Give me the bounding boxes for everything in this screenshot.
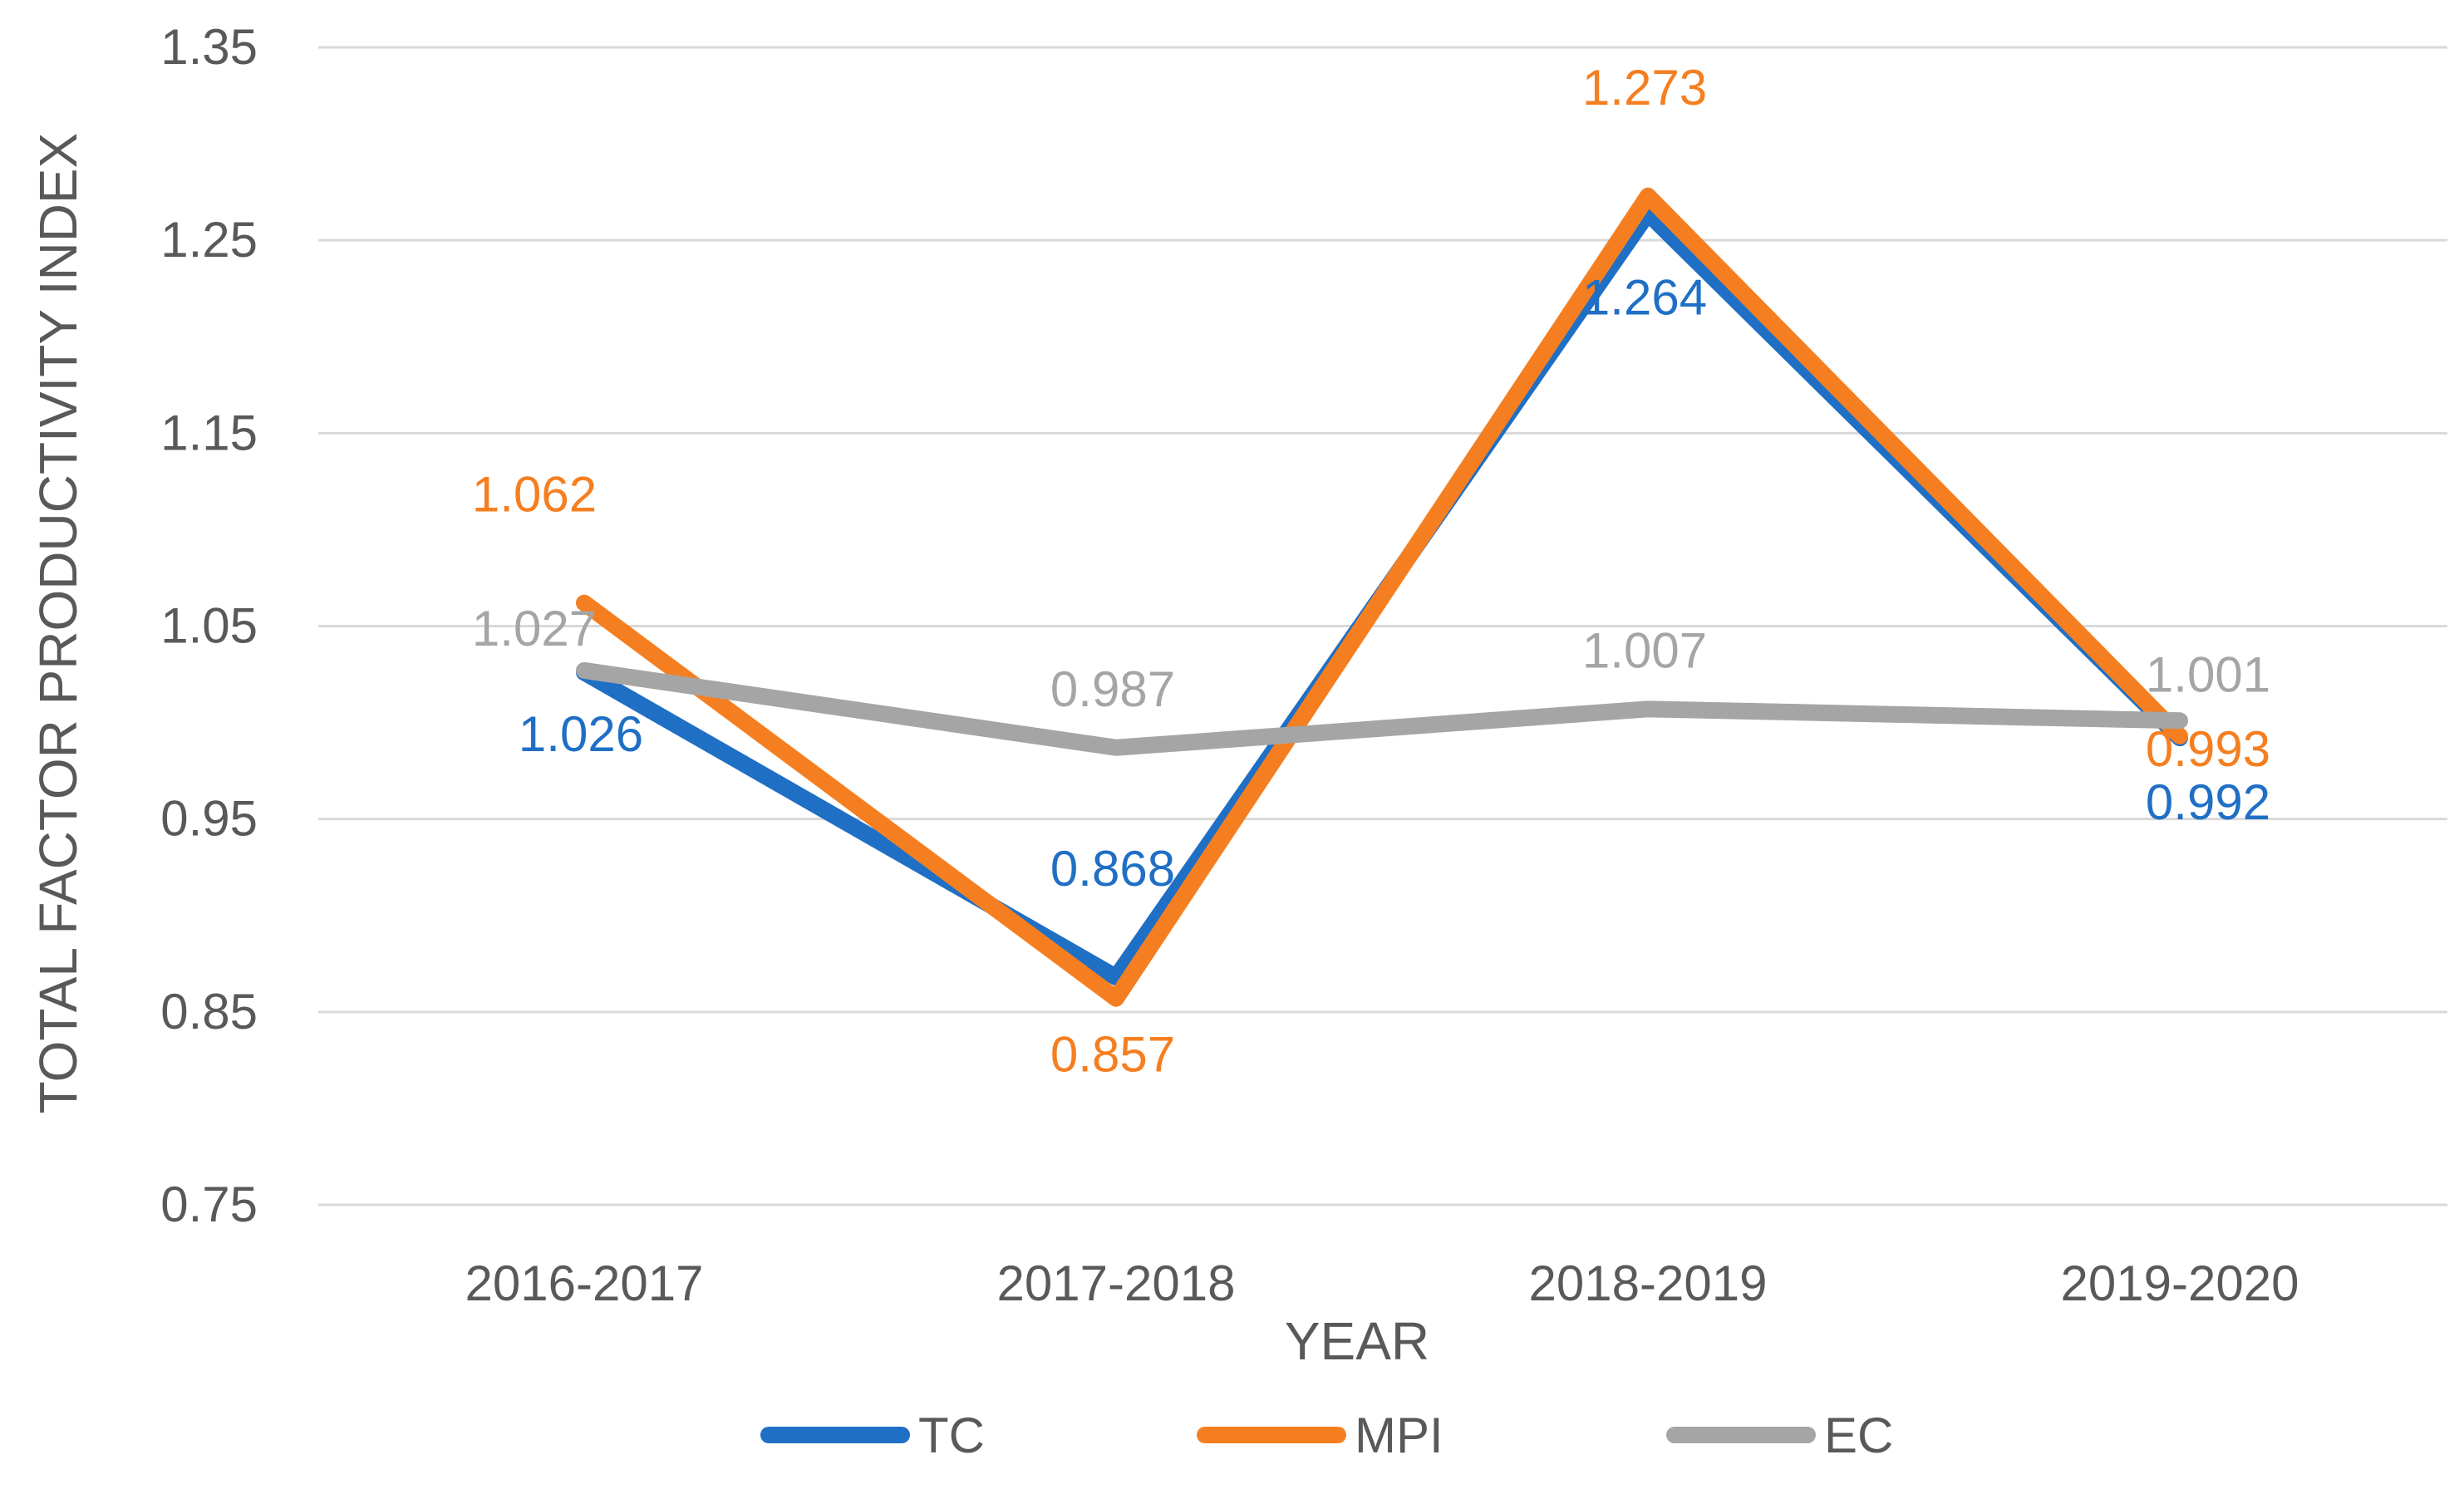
data-label-ec: 1.001 — [2146, 646, 2270, 702]
y-tick-label: 1.35 — [160, 19, 258, 75]
series-lines — [576, 187, 2188, 1007]
y-axis-ticks: 0.75 0.85 0.95 1.05 1.15 1.25 1.35 — [160, 19, 258, 1232]
x-tick-label: 2017-2018 — [997, 1256, 1236, 1311]
data-label-tc: 0.992 — [2146, 774, 2270, 830]
gridlines — [318, 46, 2447, 1206]
x-tick-label: 2016-2017 — [465, 1256, 704, 1311]
y-tick-label: 0.95 — [160, 791, 258, 847]
y-tick-label: 0.75 — [160, 1177, 258, 1232]
y-tick-label: 1.25 — [160, 212, 258, 268]
data-label-ec: 1.007 — [1582, 622, 1707, 678]
legend-label-mpi: MPI — [1355, 1408, 1443, 1463]
data-labels: 1.026 0.868 1.264 0.992 1.062 0.857 1.273 0.993… — [472, 60, 2270, 1083]
x-tick-label: 2019-2020 — [2061, 1256, 2299, 1311]
data-label-tc: 1.264 — [1582, 270, 1707, 326]
legend-label-ec: EC — [1824, 1408, 1893, 1463]
legend: TC MPI EC — [760, 1408, 1893, 1463]
y-tick-label: 0.85 — [160, 984, 258, 1039]
legend-label-tc: TC — [918, 1408, 985, 1463]
y-tick-label: 1.15 — [160, 405, 258, 460]
x-axis-ticks: 2016-2017 2017-2018 2018-2019 2019-2020 — [465, 1256, 2299, 1311]
data-label-tc: 1.026 — [519, 706, 643, 762]
x-tick-label: 2018-2019 — [1529, 1256, 1768, 1311]
data-label-mpi: 1.062 — [472, 467, 597, 523]
data-label-mpi: 0.993 — [2146, 721, 2270, 777]
y-axis-title: TOTAL FACTOR PRODUCTIVITY INDEX — [28, 133, 88, 1114]
y-tick-label: 1.05 — [160, 598, 258, 654]
data-label-mpi: 0.857 — [1050, 1027, 1175, 1083]
data-label-tc: 0.868 — [1050, 841, 1175, 897]
data-label-mpi: 1.273 — [1582, 60, 1707, 115]
data-label-ec: 0.987 — [1050, 661, 1175, 717]
x-axis-title: YEAR — [1285, 1311, 1429, 1371]
data-label-ec: 1.027 — [472, 601, 597, 656]
series-line-mpi — [576, 187, 2188, 1007]
series-line-ec — [576, 661, 2188, 756]
